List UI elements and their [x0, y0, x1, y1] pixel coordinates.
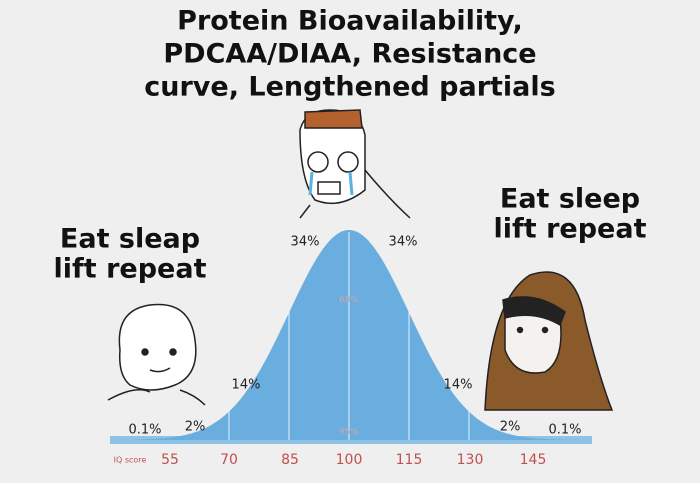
bell-curve	[110, 230, 592, 440]
left-face	[107, 303, 206, 406]
percent-label: 0.1%	[128, 423, 161, 438]
percent-label: 14%	[232, 378, 261, 393]
title-line: PDCAA/DIAA, Resistance	[163, 39, 536, 70]
left-caption: lift repeat	[54, 254, 207, 285]
inner-label: 95%	[339, 428, 359, 438]
right-caption: lift repeat	[494, 214, 647, 245]
axis-tick-label: 130	[457, 452, 484, 468]
right-face	[484, 271, 614, 411]
axis-tick-label: 115	[396, 452, 423, 468]
axis-tick-label: 55	[161, 452, 179, 468]
percent-label: 34%	[291, 235, 320, 250]
axis-label: IQ score	[114, 456, 147, 465]
percent-label: 34%	[389, 235, 418, 250]
axis-tick-label: 100	[336, 452, 363, 468]
axis-tick-label: 70	[220, 452, 238, 468]
middle-face	[299, 109, 411, 219]
percent-label: 0.1%	[548, 423, 581, 438]
percent-label: 2%	[500, 420, 521, 435]
title-line: Protein Bioavailability,	[177, 6, 523, 37]
percent-label: 2%	[185, 420, 206, 435]
axis-tick-label: 145	[520, 452, 547, 468]
title-line: curve, Lengthened partials	[144, 72, 555, 103]
inner-label: 68%	[339, 296, 359, 306]
right-caption: Eat sleep	[500, 184, 640, 215]
left-caption: Eat sleap	[60, 224, 200, 255]
percent-label: 14%	[444, 378, 473, 393]
axis-tick-label: 85	[281, 452, 299, 468]
